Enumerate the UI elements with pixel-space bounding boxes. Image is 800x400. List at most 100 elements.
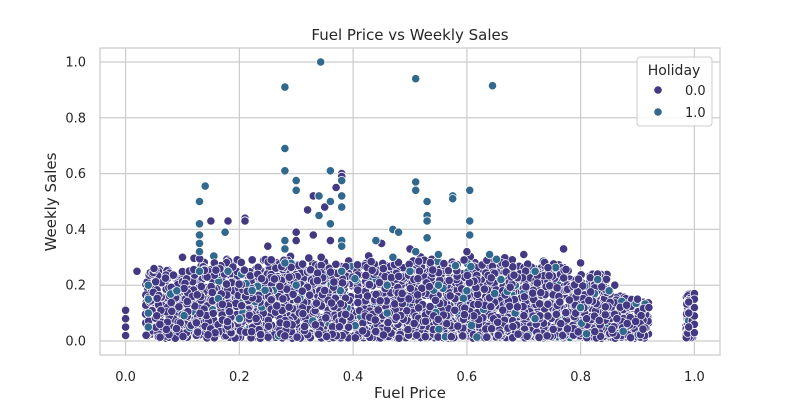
chart-title: Fuel Price vs Weekly Sales (311, 26, 508, 44)
scatter-point (326, 298, 337, 308)
scatter-point (247, 255, 257, 265)
scatter-point (433, 314, 443, 324)
scatter-point (358, 326, 368, 336)
scatter-point-holiday (194, 230, 205, 240)
scatter-point (263, 332, 273, 342)
scatter-point-holiday (422, 233, 432, 243)
scatter-point (409, 318, 419, 329)
scatter-point (393, 257, 403, 268)
scatter-point (420, 316, 431, 326)
scatter-point (179, 311, 189, 321)
scatter-point-holiday (405, 266, 415, 276)
scatter-point (414, 266, 424, 276)
scatter-point (350, 333, 360, 343)
scatter-point (155, 319, 165, 329)
scatter-point (412, 330, 422, 340)
scatter-point (446, 332, 456, 342)
scatter-point (618, 326, 628, 336)
scatter-point (171, 324, 182, 334)
scatter-point-holiday (194, 266, 205, 276)
scatter-point-non-holiday (644, 302, 654, 313)
scatter-point (304, 253, 314, 263)
scatter-point-non-holiday (462, 247, 472, 257)
scatter-point (325, 267, 336, 277)
scatter-point-holiday (337, 176, 347, 186)
scatter-point (344, 322, 354, 332)
scatter-point (500, 259, 511, 269)
scatter-point-non-holiday (240, 216, 250, 226)
scatter-point (300, 321, 310, 332)
scatter-point (622, 318, 632, 329)
scatter-point (394, 333, 404, 343)
scatter-point-holiday (593, 274, 603, 285)
scatter-point (403, 325, 413, 335)
y-tick-label: 0.2 (65, 279, 86, 294)
scatter-point-holiday (411, 177, 421, 187)
scatter-point (391, 312, 401, 322)
scatter-point (375, 296, 385, 306)
scatter-point (564, 295, 574, 305)
scatter-point (582, 329, 592, 339)
scatter-point (329, 277, 339, 287)
scatter-point (337, 278, 347, 288)
scatter-point (282, 319, 292, 329)
scatter-point-holiday (371, 236, 381, 246)
scatter-point (555, 297, 565, 307)
scatter-point-non-holiday (558, 244, 569, 254)
scatter-point (536, 288, 546, 298)
scatter-point (371, 289, 381, 299)
scatter-point (234, 279, 244, 289)
x-tick-label: 0.8 (570, 370, 591, 385)
scatter-point-holiday (337, 241, 347, 251)
scatter-point (191, 318, 201, 328)
scatter-point (321, 313, 331, 323)
scatter-point (284, 272, 294, 282)
scatter-point (532, 278, 542, 288)
scatter-point-holiday (487, 81, 498, 91)
scatter-point (366, 257, 376, 267)
scatter-point-holiday (388, 252, 398, 262)
scatter-point-holiday (143, 280, 153, 290)
scatter-point (195, 308, 205, 318)
scatter-point (272, 301, 282, 311)
scatter-point-holiday (433, 280, 443, 290)
scatter-point-non-holiday (121, 314, 131, 324)
scatter-point (607, 324, 617, 334)
scatter-point (251, 313, 261, 324)
x-tick-label: 1.0 (684, 370, 705, 385)
scatter-point-holiday (484, 249, 495, 260)
scatter-point-holiday (496, 274, 506, 285)
scatter-point (316, 252, 326, 262)
scatter-point (420, 332, 430, 342)
scatter-point (528, 288, 538, 298)
scatter-point-non-holiday (121, 330, 131, 341)
scatter-point (543, 299, 553, 309)
scatter-point (430, 295, 441, 305)
scatter-point (278, 294, 288, 304)
scatter-point-holiday (465, 230, 475, 240)
scatter-point-holiday (530, 266, 540, 276)
scatter-point-holiday (422, 216, 432, 226)
scatter-point (543, 263, 553, 273)
scatter-point-non-holiday (331, 182, 341, 193)
scatter-point (519, 292, 529, 302)
scatter-point (493, 330, 503, 340)
scatter-point (638, 324, 648, 334)
scatter-point (439, 259, 449, 269)
legend-label-0: 0.0 (685, 84, 706, 99)
x-tick-label: 0.0 (115, 370, 136, 385)
scatter-point (312, 276, 322, 286)
scatter-point-holiday (448, 194, 458, 204)
scatter-point (590, 327, 600, 337)
scatter-point (466, 262, 476, 272)
scatter-point (353, 298, 363, 308)
scatter-point-holiday (220, 227, 230, 237)
scatter-point-holiday (465, 185, 475, 195)
scatter-point-holiday (314, 191, 324, 201)
scatter-point (490, 288, 500, 299)
y-axis-ticks: 0.0 0.2 0.4 0.6 0.8 1.0 (65, 55, 86, 349)
scatter-point (562, 324, 573, 334)
scatter-point (260, 285, 270, 295)
x-tick-label: 0.4 (343, 370, 364, 385)
scatter-point-non-holiday (519, 249, 529, 260)
